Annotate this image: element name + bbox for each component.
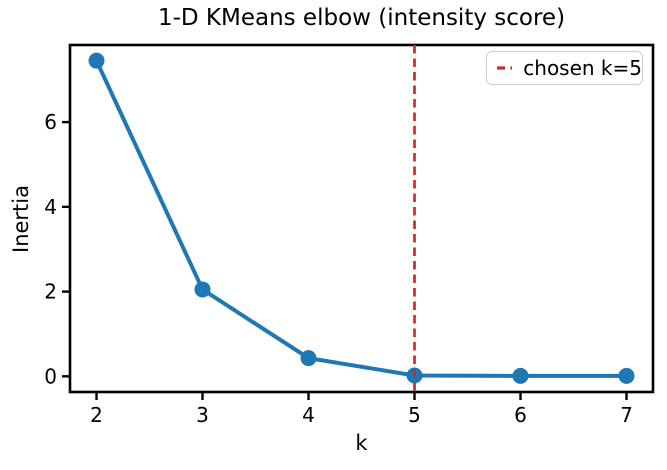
y-tick-label: 2 <box>44 280 57 304</box>
data-point-marker <box>300 350 317 367</box>
x-tick-label: 5 <box>408 403 421 427</box>
data-point-marker <box>512 367 529 384</box>
data-point-marker <box>194 281 211 298</box>
x-axis-label: k <box>355 431 368 455</box>
data-point-marker <box>618 367 635 384</box>
x-tick-label: 7 <box>620 403 633 427</box>
y-axis-label: Inertia <box>9 185 33 253</box>
x-tick-label: 3 <box>196 403 209 427</box>
x-tick-label: 6 <box>514 403 527 427</box>
axes-frame <box>68 43 655 394</box>
x-tick-label: 4 <box>302 403 315 427</box>
y-tick-label: 6 <box>44 110 57 134</box>
y-tick-label: 0 <box>44 364 57 388</box>
legend-label: chosen k=5 <box>523 56 642 80</box>
inertia-line <box>94 58 629 378</box>
x-tick-label: 2 <box>90 403 103 427</box>
data-point-marker <box>88 52 105 69</box>
legend: chosen k=5 <box>486 51 643 85</box>
chart-title: 1-D KMeans elbow (intensity score) <box>157 5 566 31</box>
dashed-line-sample-icon <box>497 66 513 70</box>
y-tick-label: 4 <box>44 195 57 219</box>
